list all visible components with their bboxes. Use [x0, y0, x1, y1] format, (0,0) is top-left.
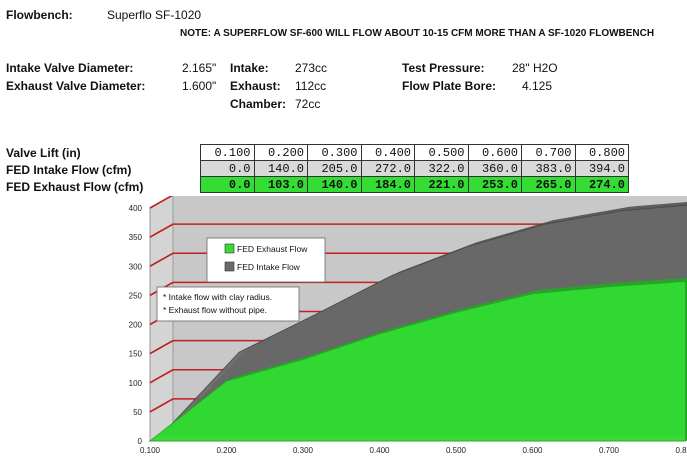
gridline	[149, 223, 174, 238]
table-cell: 265.0	[521, 176, 576, 193]
annotation-text: * Intake flow with clay radius.	[163, 292, 272, 302]
table-cell: 0.0	[200, 176, 255, 193]
y-tick-label: 350	[129, 233, 143, 242]
y-tick-label: 50	[133, 408, 142, 417]
gridline	[149, 369, 174, 384]
chamber-value: 72cc	[295, 97, 321, 111]
flowbench-note: NOTE: A SUPERFLOW SF-600 WILL FLOW ABOUT…	[180, 28, 655, 39]
table-cell: 253.0	[467, 176, 522, 193]
table-cell: 274.0	[574, 176, 629, 193]
flowbench-label: Flowbench:	[6, 8, 73, 22]
row-label-exhaust-flow: FED Exhaust Flow (cfm)	[6, 180, 144, 194]
y-tick-label: 0	[138, 437, 143, 446]
table-cell: 0.200	[253, 144, 308, 161]
gridline	[149, 196, 173, 209]
y-tick-label: 150	[129, 350, 143, 359]
flow-plate-bore-label: Flow Plate Bore:	[402, 79, 497, 93]
table-cell: 0.100	[200, 144, 255, 161]
x-tick-label: 0.300	[293, 446, 314, 455]
table-cell: 0.700	[521, 144, 576, 161]
test-pressure-label: Test Pressure:	[402, 61, 485, 75]
table-cell: 0.0	[200, 160, 255, 177]
table-cell: 103.0	[253, 176, 308, 193]
intake-volume-label: Intake:	[230, 61, 269, 75]
table-cell: 272.0	[360, 160, 415, 177]
legend-entry: FED Exhaust Flow	[237, 244, 308, 254]
intake-valve-label: Intake Valve Diameter:	[6, 61, 134, 75]
table-cell: 221.0	[414, 176, 469, 193]
gridline	[149, 398, 174, 413]
intake-valve-value: 2.165"	[182, 61, 217, 75]
table-cell: 140.0	[307, 176, 362, 193]
table-cell: 0.800	[574, 144, 629, 161]
exhaust-valve-value: 1.600"	[182, 79, 217, 93]
flow-plate-bore-value: 4.125	[522, 79, 553, 93]
table-cell: 0.400	[360, 144, 415, 161]
row-label-valve-lift: Valve Lift (in)	[6, 146, 81, 160]
x-tick-label: 0.600	[522, 446, 543, 455]
exhaust-volume-value: 112cc	[295, 79, 327, 93]
x-tick-label: 0.700	[599, 446, 620, 455]
gridline	[149, 339, 174, 355]
flow-data-table: 0.100 0.200 0.300 0.400 0.500 0.600 0.70…	[200, 144, 629, 193]
table-cell: 140.0	[253, 160, 308, 177]
x-tick-label: 0.200	[216, 446, 237, 455]
x-tick-label: 0.100	[140, 446, 161, 455]
table-row-intake-flow: 0.0 140.0 205.0 272.0 322.0 360.0 383.0 …	[200, 160, 629, 177]
y-tick-label: 300	[129, 262, 143, 271]
row-label-intake-flow: FED Intake Flow (cfm)	[6, 163, 132, 177]
table-row-exhaust-flow: 0.0 103.0 140.0 184.0 221.0 253.0 265.0 …	[200, 176, 629, 193]
table-cell: 360.0	[467, 160, 522, 177]
table-cell: 0.300	[307, 144, 362, 161]
y-tick-label: 400	[129, 204, 143, 213]
x-tick-label: 0.400	[369, 446, 390, 455]
exhaust-valve-label: Exhaust Valve Diameter:	[6, 79, 146, 93]
table-cell: 383.0	[521, 160, 576, 177]
table-row-valve-lift: 0.100 0.200 0.300 0.400 0.500 0.600 0.70…	[200, 144, 629, 161]
table-cell: 205.0	[307, 160, 362, 177]
y-tick-label: 250	[129, 291, 143, 300]
exhaust-volume-label: Exhaust:	[230, 79, 281, 93]
flowbench-value: Superflo SF-1020	[107, 8, 202, 22]
chamber-label: Chamber:	[230, 97, 287, 111]
annotation-box	[156, 286, 300, 322]
x-tick-label: 0.500	[446, 446, 467, 455]
intake-volume-value: 273cc	[295, 61, 328, 75]
table-cell: 0.600	[467, 144, 522, 161]
x-tick-label: 0.800	[675, 446, 687, 455]
legend-swatch	[224, 243, 235, 254]
y-tick-label: 200	[129, 321, 143, 330]
table-cell: 0.500	[414, 144, 469, 161]
annotation-text: * Exhaust flow without pipe.	[163, 305, 267, 315]
table-cell: 394.0	[574, 160, 629, 177]
flow-chart: 0 50 100 150 200 250 300 350 400 0.100 0.200 0.300 0…	[129, 196, 687, 455]
table-cell: 184.0	[360, 176, 415, 193]
legend-swatch	[224, 261, 235, 272]
y-tick-label: 100	[129, 379, 143, 388]
test-pressure-value: 28" H2O	[512, 61, 558, 75]
gridline	[149, 252, 174, 267]
legend-entry: FED Intake Flow	[237, 262, 301, 272]
table-cell: 322.0	[414, 160, 469, 177]
